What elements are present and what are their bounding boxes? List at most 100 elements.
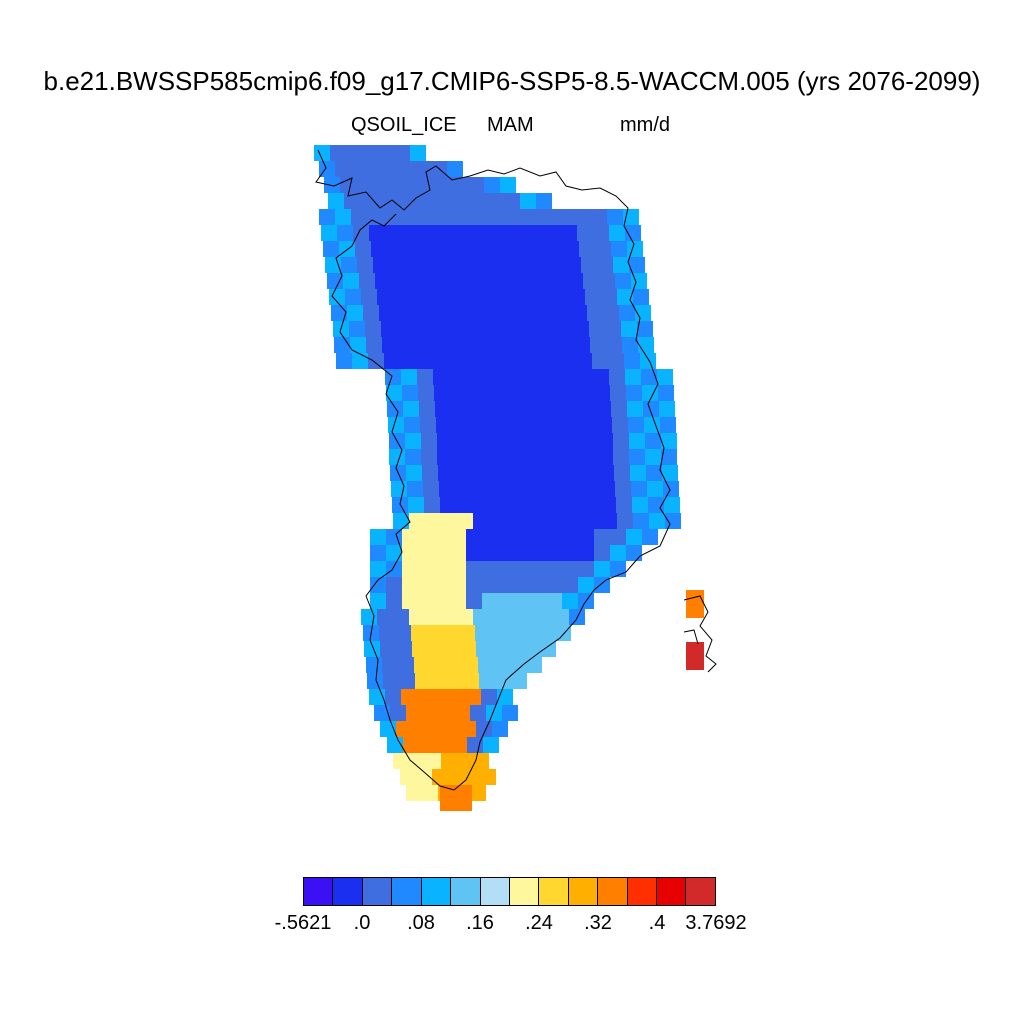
map-cell — [487, 273, 503, 289]
map-cell — [425, 513, 441, 529]
map-cell — [399, 673, 415, 689]
map-cell — [626, 529, 642, 545]
map-cell — [492, 721, 508, 737]
map-cell — [470, 465, 486, 481]
map-cell — [457, 753, 473, 769]
map-cell — [531, 401, 547, 417]
map-cell — [386, 545, 402, 561]
map-cell — [568, 497, 584, 513]
map-cell — [470, 705, 486, 721]
map-cell — [542, 337, 558, 353]
colorbar-segment — [480, 878, 510, 905]
map-cell — [596, 417, 612, 433]
map-cell — [341, 257, 357, 273]
map-cell — [395, 625, 411, 641]
map-cell — [443, 305, 459, 321]
map-cell — [565, 449, 581, 465]
map-cell — [434, 545, 450, 561]
map-cell — [393, 609, 409, 625]
map-cell — [468, 417, 484, 433]
map-cells — [314, 145, 704, 811]
map-cell — [481, 225, 497, 241]
map-cell — [640, 353, 656, 369]
map-cell — [546, 577, 562, 593]
map-cell — [598, 465, 614, 481]
colorbar-tick-label: -.5621 — [274, 912, 332, 934]
map-cell — [415, 209, 431, 225]
map-cell — [471, 273, 487, 289]
map-cell — [627, 401, 643, 417]
map-cell — [644, 417, 660, 433]
map-cell — [646, 465, 662, 481]
map-cell — [466, 545, 482, 561]
map-cell — [448, 353, 464, 369]
map-cell — [456, 497, 472, 513]
map-cell — [594, 545, 610, 561]
colorbar-segment — [598, 878, 628, 905]
map-cell — [418, 529, 434, 545]
units-label: mm/d — [620, 114, 670, 136]
map-cell — [489, 609, 505, 625]
map-cell — [335, 161, 351, 177]
map-cell — [385, 225, 401, 241]
map-cell — [496, 353, 512, 369]
map-cell — [402, 593, 418, 609]
map-cell — [470, 785, 486, 801]
map-cell — [455, 481, 471, 497]
map-cell — [483, 241, 499, 257]
map-cell — [340, 177, 356, 193]
map-cell — [603, 305, 619, 321]
map-cell — [606, 337, 622, 353]
map-cell — [425, 289, 441, 305]
season-label: MAM — [487, 114, 534, 136]
map-cell — [527, 209, 543, 225]
map-cell — [488, 497, 504, 513]
colorbar-tick-label: .16 — [466, 912, 494, 934]
map-cell — [535, 273, 551, 289]
plot-title: b.e21.BWSSP585cmip6.f09_g17.CMIP6-SSP5-8… — [43, 66, 981, 96]
map-cell — [546, 593, 562, 609]
map-cell — [505, 289, 521, 305]
map-cell — [647, 481, 663, 497]
map-cell — [404, 417, 420, 433]
map-cell — [382, 337, 398, 353]
map-cell — [451, 401, 467, 417]
map-cell — [444, 721, 460, 737]
map-cell — [532, 417, 548, 433]
map-cell — [686, 590, 704, 618]
map-cell — [567, 481, 583, 497]
map-cell — [629, 433, 645, 449]
map-cell — [335, 209, 351, 225]
map-cell — [406, 705, 422, 721]
map-cell — [406, 785, 422, 801]
map-cell — [395, 305, 411, 321]
map-cell — [525, 321, 541, 337]
map-cell — [623, 209, 639, 225]
map-cell — [533, 433, 549, 449]
map-cell — [601, 513, 617, 529]
map-cell — [530, 385, 546, 401]
map-cell — [398, 657, 414, 673]
map-cell — [377, 609, 393, 625]
map-cell — [450, 385, 466, 401]
map-cell — [371, 241, 387, 257]
map-cell — [432, 769, 448, 785]
map-cell — [453, 433, 469, 449]
map-cell — [479, 209, 495, 225]
map-cell — [561, 225, 577, 241]
map-cell — [501, 449, 517, 465]
map-cell — [664, 497, 680, 513]
map-cell — [641, 369, 657, 385]
map-cell — [517, 257, 533, 273]
map-cell — [387, 241, 403, 257]
map-cell — [386, 561, 402, 577]
map-cell — [663, 481, 679, 497]
variable-label: QSOIL_ICE — [351, 114, 457, 136]
map-cell — [339, 241, 355, 257]
map-cell — [645, 449, 661, 465]
map-cell — [314, 145, 330, 161]
map-cell — [545, 369, 561, 385]
map-cell — [445, 321, 461, 337]
map-cell — [392, 193, 408, 209]
